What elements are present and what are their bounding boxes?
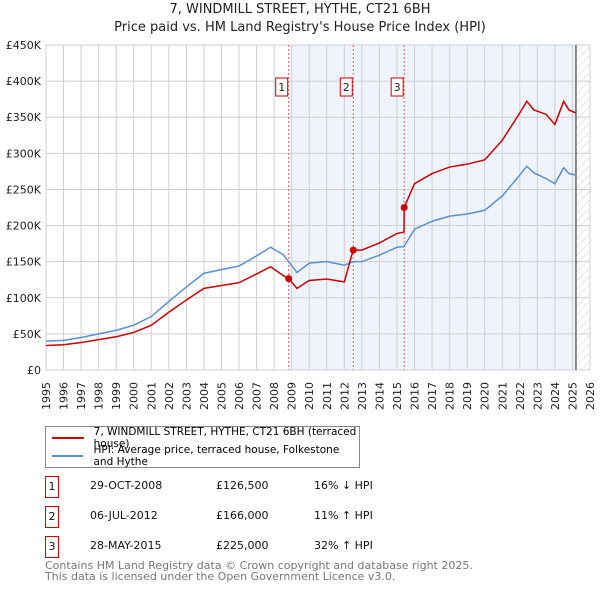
x-tick-label: 2021	[496, 382, 509, 410]
x-tick-label: 2000	[128, 382, 141, 410]
x-tick-label: 2006	[233, 382, 246, 410]
x-tick-label: 1996	[58, 382, 71, 410]
x-tick-label: 1997	[75, 382, 88, 410]
y-tick-label: £200K	[6, 220, 42, 233]
x-tick-label: 2008	[268, 382, 281, 410]
x-tick-label: 2014	[373, 382, 386, 410]
x-tick-label: 2013	[356, 382, 369, 410]
footer-line: This data is licensed under the Open Gov…	[45, 570, 396, 583]
legend-swatch-red	[52, 437, 84, 439]
sale-hpi-diff: 32% ↑ HPI	[314, 539, 373, 552]
y-tick-label: £350K	[6, 111, 42, 124]
x-tick-label: 2024	[549, 382, 562, 410]
x-tick-label: 2016	[409, 382, 422, 410]
y-tick-label: £50K	[13, 328, 42, 341]
sale-label-box	[339, 77, 353, 97]
sale-point	[400, 204, 408, 211]
sale-label: 2	[343, 81, 350, 94]
x-tick-label: 1998	[93, 382, 106, 410]
sale-point	[285, 275, 293, 283]
sale-price: £166,000	[216, 509, 269, 522]
sale-hpi-diff: 11% ↑ HPI	[314, 509, 373, 522]
sale-date: 29-OCT-2008	[90, 479, 163, 492]
sale-marker-box: 1	[45, 476, 59, 498]
y-tick-label: £450K	[6, 39, 42, 52]
y-tick-label: £0	[27, 364, 41, 377]
forecast-hatch	[575, 45, 590, 370]
y-tick-label: £250K	[6, 183, 42, 196]
y-tick-label: £400K	[6, 75, 42, 88]
series-line	[45, 99, 577, 347]
x-tick-label: 2009	[286, 382, 299, 410]
x-tick-label: 2011	[321, 382, 334, 410]
y-tick-label: £100K	[6, 292, 42, 305]
x-tick-label: 2018	[444, 382, 457, 410]
sale-label: 1	[278, 81, 285, 94]
footer-line: Contains HM Land Registry data © Crown c…	[45, 559, 473, 572]
x-tick-label: 2001	[145, 382, 158, 410]
chart-subtitle: Price paid vs. HM Land Registry's House …	[114, 20, 486, 35]
x-tick-label: 2015	[391, 382, 404, 410]
price-chart: 1995 1996 1997 1998 1999 2000 2001 2002 2003 2004…	[6, 39, 597, 410]
x-tick-label: 2007	[251, 382, 264, 410]
series-line	[45, 165, 577, 342]
x-tick-label: 2025	[566, 382, 579, 410]
y-tick-label: £150K	[6, 256, 42, 269]
x-tick-label: 1995	[40, 382, 53, 410]
x-tick-label: 2019	[461, 382, 474, 410]
sale-price: £225,000	[216, 539, 269, 552]
sale-hpi-diff: 16% ↓ HPI	[314, 479, 373, 492]
sale-label-box	[390, 77, 404, 97]
y-tick-label: £300K	[6, 147, 42, 160]
sale-date: 28-MAY-2015	[90, 539, 162, 552]
x-tick-label: 2003	[180, 382, 193, 410]
x-tick-label: 2022	[514, 382, 527, 410]
sale-date: 06-JUL-2012	[90, 509, 158, 522]
chart-title: 7, WINDMILL STREET, HYTHE, CT21 6BH	[169, 2, 431, 17]
x-tick-label: 2002	[163, 382, 176, 410]
x-tick-label: 2020	[479, 382, 492, 410]
legend: 7, WINDMILL STREET, HYTHE, CT21 6BH (ter…	[45, 426, 360, 468]
x-tick-label: 2012	[338, 382, 351, 410]
x-tick-label: 2023	[531, 382, 544, 410]
sale-label: 3	[394, 81, 401, 94]
sale-marker-box: 2	[45, 506, 59, 528]
footer: Contains HM Land Registry data © Crown c…	[45, 560, 473, 582]
sale-label-box	[275, 77, 289, 97]
x-tick-label: 2017	[426, 382, 439, 410]
x-tick-label: 2010	[303, 382, 316, 410]
x-tick-label: 2004	[198, 382, 211, 410]
sale-price: £126,500	[216, 479, 269, 492]
legend-swatch-blue	[52, 455, 84, 457]
legend-label-property: 7, WINDMILL STREET, HYTHE, CT21 6BH (ter…	[93, 426, 357, 450]
legend-label-hpi: HPI: Average price, terraced house, Folk…	[93, 444, 340, 468]
x-tick-label: 2026	[584, 382, 597, 410]
x-tick-label: 2005	[215, 382, 228, 410]
x-tick-label: 1999	[110, 382, 123, 410]
sale-point	[349, 246, 357, 254]
sale-marker-box: 3	[45, 536, 59, 558]
